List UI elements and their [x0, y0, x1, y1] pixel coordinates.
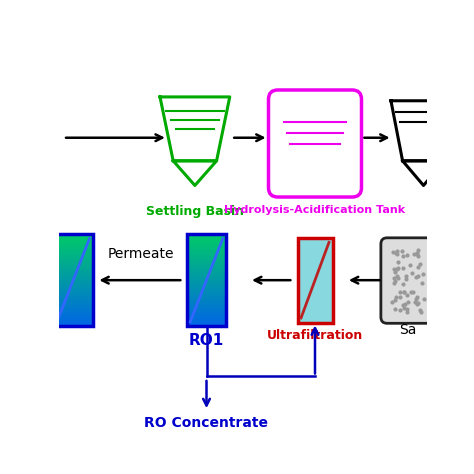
Point — [420, 295, 428, 302]
Point — [414, 263, 422, 271]
Point — [414, 299, 421, 307]
Point — [417, 308, 424, 316]
Point — [400, 280, 407, 288]
Point — [410, 250, 417, 257]
Point — [414, 253, 422, 260]
Point — [397, 307, 404, 314]
Point — [388, 299, 396, 306]
Point — [402, 275, 410, 283]
Point — [409, 288, 417, 296]
Point — [399, 252, 406, 260]
Point — [391, 306, 399, 313]
Point — [389, 248, 397, 255]
Point — [391, 279, 398, 287]
Point — [395, 264, 402, 272]
Point — [392, 277, 399, 285]
Bar — [298, 238, 333, 322]
Point — [417, 260, 424, 268]
Point — [396, 288, 404, 296]
Point — [393, 273, 401, 280]
Bar — [187, 234, 226, 327]
Point — [392, 293, 400, 301]
Point — [393, 247, 401, 255]
Point — [413, 249, 420, 256]
Point — [402, 273, 410, 280]
Point — [414, 273, 421, 280]
Point — [413, 300, 421, 308]
Point — [408, 289, 415, 296]
Point — [401, 300, 408, 308]
Point — [391, 296, 398, 303]
FancyBboxPatch shape — [381, 238, 436, 323]
Bar — [54, 234, 92, 327]
Point — [393, 250, 401, 258]
Text: Hydrolysis-Acidification Tank: Hydrolysis-Acidification Tank — [224, 206, 406, 216]
Point — [412, 273, 420, 281]
Point — [418, 280, 426, 287]
Point — [396, 293, 403, 301]
Point — [411, 298, 419, 306]
Point — [392, 249, 400, 256]
Text: RO Concentrate: RO Concentrate — [145, 416, 268, 430]
Point — [401, 288, 408, 296]
Point — [399, 301, 407, 309]
Point — [419, 270, 427, 277]
Text: Settling Basin: Settling Basin — [146, 206, 244, 219]
Point — [391, 274, 398, 282]
Point — [413, 250, 420, 257]
Point — [395, 258, 402, 265]
Point — [403, 305, 410, 312]
Point — [414, 293, 421, 301]
Text: RO1: RO1 — [189, 333, 224, 347]
Text: Permeate: Permeate — [108, 247, 174, 261]
Point — [403, 292, 411, 299]
Text: Sa: Sa — [399, 323, 417, 337]
Point — [403, 251, 411, 259]
Point — [392, 268, 399, 275]
Point — [403, 308, 410, 316]
Point — [415, 246, 422, 254]
Point — [409, 269, 416, 277]
Point — [406, 261, 413, 269]
Text: Ultrafiltration: Ultrafiltration — [267, 328, 363, 342]
Point — [400, 264, 407, 272]
Point — [393, 265, 401, 273]
Point — [401, 288, 408, 296]
Point — [404, 298, 411, 306]
Point — [398, 247, 406, 255]
Point — [413, 295, 420, 302]
Point — [390, 265, 398, 273]
Point — [400, 305, 408, 312]
Point — [394, 274, 401, 282]
Point — [416, 306, 424, 314]
